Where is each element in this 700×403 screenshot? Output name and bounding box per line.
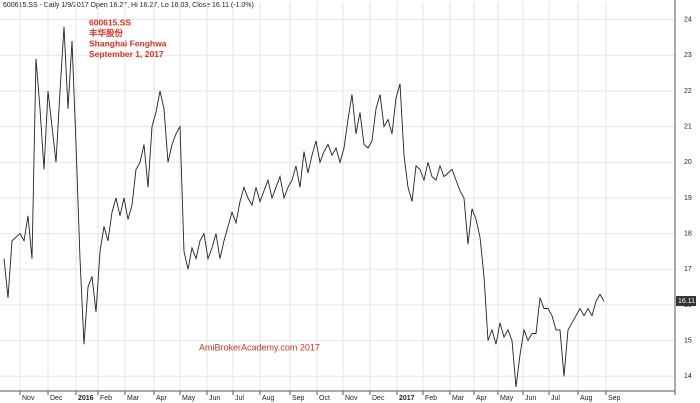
y-tick-label: 22 xyxy=(684,88,692,95)
x-tick-label: Feb xyxy=(425,395,437,402)
x-tick-label: Dec xyxy=(50,395,63,402)
price-line xyxy=(3,26,605,388)
y-tick-label: 15 xyxy=(684,337,692,344)
y-tick-label: 14 xyxy=(684,373,692,380)
last-value-box xyxy=(676,296,696,307)
x-tick-label: Feb xyxy=(100,395,112,402)
x-tick-label: 2017 xyxy=(399,395,415,402)
x-tick-label: Jun xyxy=(209,395,220,402)
chart-title: 600615.SS - Daily 1/9/2017 Open 16.27, H… xyxy=(3,2,254,9)
y-tick-label: 18 xyxy=(684,230,692,237)
x-tick-label: Mar xyxy=(127,395,140,402)
x-tick-label: Apr xyxy=(476,395,488,402)
annotation: 600615.SS xyxy=(89,17,131,27)
x-tick-label: Oct xyxy=(319,395,330,402)
x-tick-label: Aug xyxy=(580,395,593,402)
x-tick-label: Nov xyxy=(22,395,35,402)
y-tick-label: 19 xyxy=(684,195,692,202)
x-tick-label: Apr xyxy=(156,395,168,402)
x-tick-label: Jun xyxy=(525,395,536,402)
annotation: 丰华股份 xyxy=(89,28,124,38)
annotation: Shanghai Fenghwa xyxy=(89,38,167,48)
x-tick-label: Aug xyxy=(262,395,275,402)
y-tick-label: 23 xyxy=(684,52,692,59)
x-tick-label: May xyxy=(182,395,196,402)
x-tick-label: 2016 xyxy=(78,395,94,402)
x-tick-label: May xyxy=(500,395,514,402)
watermark: AmiBrokerAcademy.com 2017 xyxy=(199,342,320,352)
y-tick-label: 20 xyxy=(684,159,692,166)
x-tick-label: Nov xyxy=(345,395,358,402)
last-value-label: 16.11 xyxy=(678,298,695,305)
y-tick-label: 21 xyxy=(684,123,692,130)
y-tick-label: 24 xyxy=(684,16,692,23)
annotation: September 1, 2017 xyxy=(89,49,164,59)
x-tick-label: Jul xyxy=(551,395,560,402)
x-tick-label: Mar xyxy=(452,395,465,402)
x-tick-label: Jul xyxy=(235,395,244,402)
y-tick-label: 17 xyxy=(684,266,692,273)
x-tick-label: Sep xyxy=(292,395,305,402)
x-tick-label: Sep xyxy=(608,395,621,402)
x-tick-label: Dec xyxy=(372,395,385,402)
